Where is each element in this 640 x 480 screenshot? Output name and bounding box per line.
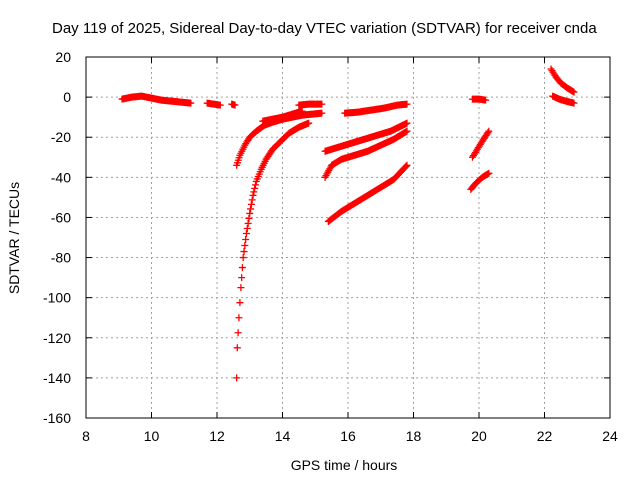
series-arc-16 [549,92,578,107]
data-point [482,96,490,104]
axis-ticks: 8 10 12 14 16 18 20 22 24 20 0 -20 -40 -60 -80 -100 -120… [43,49,618,444]
data-point [305,119,313,127]
series-arc-15 [547,65,578,96]
y-tick-label: -140 [43,370,71,386]
series-arc-3 [228,100,239,109]
data-point [238,274,246,282]
data-point [485,169,493,177]
x-tick-label: 24 [602,428,618,444]
x-tick-label: 22 [537,428,553,444]
data-point [238,264,246,272]
series-arc-8 [321,119,411,155]
data-point [298,107,306,115]
x-tick-label: 14 [275,428,291,444]
y-tick-label: -40 [51,169,71,185]
series-arc-14 [467,169,493,193]
y-axis-label: SDTVAR / TECUs [6,182,22,294]
data-point [318,109,326,117]
y-tick-label: -160 [43,410,71,426]
data-point [403,119,411,127]
data-point [243,224,251,232]
y-tick-label: -80 [51,250,71,266]
data-point [237,284,245,292]
series-arc-1 [118,92,195,107]
data-point [485,127,493,135]
data-point [250,188,258,196]
chart-title: Day 119 of 2025, Sidereal Day-to-day VTE… [52,20,597,37]
data-point [403,127,411,135]
data-point [570,99,578,107]
x-tick-label: 20 [471,428,487,444]
data-point [251,184,259,192]
data-point [248,196,256,204]
data-point [402,162,410,170]
data-point [242,236,250,244]
y-tick-label: -60 [51,209,71,225]
data-point [244,219,252,227]
x-tick-label: 12 [209,428,225,444]
data-point [246,209,254,217]
y-tick-label: -100 [43,290,71,306]
data-point [249,191,257,199]
data-point [318,100,326,108]
x-tick-label: 8 [82,428,90,444]
data-marks [118,65,578,382]
data-point [233,374,241,382]
data-point [251,181,259,189]
data-point [216,101,224,109]
x-axis-label: GPS time / hours [291,457,398,473]
data-point [187,99,195,107]
data-point [240,248,248,256]
y-tick-label: 20 [55,49,71,65]
series-arc-12 [468,95,490,104]
x-tick-label: 18 [406,428,422,444]
data-point [233,344,241,352]
y-tick-label: 0 [63,89,71,105]
data-point [247,200,255,208]
y-tick-label: -20 [51,129,71,145]
data-point [247,205,255,213]
data-point [231,101,239,109]
series-arc-4 [233,119,313,382]
data-point [403,161,411,169]
data-point [236,299,244,307]
data-point [245,214,253,222]
series-arc-7 [295,100,326,109]
data-point [239,254,247,262]
series-arc-13 [468,127,493,161]
series-arc-11 [341,100,411,117]
data-point [241,242,249,250]
series-arc-2 [203,99,224,109]
series-arc-6 [259,107,306,125]
data-point [234,329,242,337]
data-point [235,314,243,322]
data-point [242,229,250,237]
x-tick-label: 16 [340,428,356,444]
series-arc-9 [321,127,411,181]
series-arc-10 [324,161,411,225]
data-point [403,100,411,108]
x-tick-label: 10 [144,428,160,444]
data-point [570,88,578,96]
y-tick-label: -120 [43,330,71,346]
data-point [484,129,492,137]
